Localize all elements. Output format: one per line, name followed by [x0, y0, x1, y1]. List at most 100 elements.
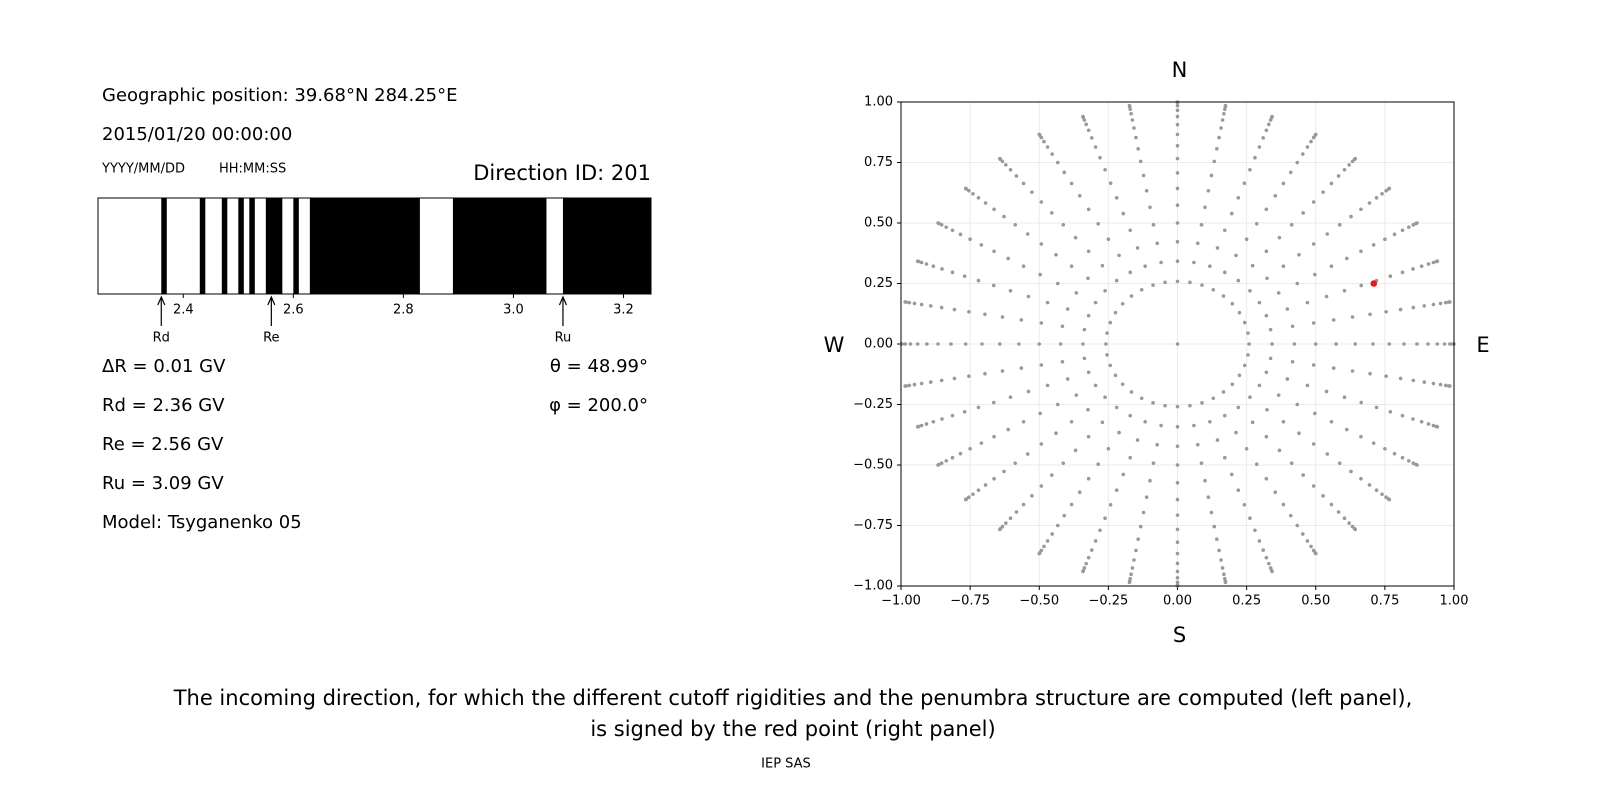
direction-point — [1100, 420, 1105, 425]
direction-point — [1242, 503, 1247, 507]
direction-point — [1139, 287, 1144, 292]
direction-point — [1206, 495, 1211, 499]
direction-point — [1230, 382, 1235, 387]
direction-point — [1435, 424, 1440, 429]
direction-point — [1257, 300, 1262, 305]
direction-point — [1264, 249, 1269, 254]
direction-point — [1273, 194, 1278, 198]
direction-point — [928, 380, 933, 384]
direction-point — [983, 371, 987, 376]
direction-point — [968, 237, 972, 242]
direction-point — [1220, 118, 1225, 122]
direction-point — [1050, 473, 1054, 477]
direction-point — [1438, 382, 1443, 387]
direction-point — [1175, 221, 1180, 225]
caption: is signed by the red point (right panel) — [590, 717, 995, 741]
direction-point — [979, 243, 984, 247]
direction-point — [1415, 463, 1419, 467]
direction-point — [992, 476, 996, 481]
x-tick-label: −0.25 — [1088, 594, 1128, 609]
direction-point — [936, 342, 940, 346]
marker-label: Rd — [153, 331, 170, 346]
direction-point — [915, 342, 920, 346]
direction-point — [1037, 551, 1042, 556]
y-tick-label: −0.25 — [853, 397, 893, 412]
direction-point — [1019, 366, 1024, 370]
direction-point — [1106, 446, 1111, 451]
direction-point — [1264, 313, 1269, 318]
direction-point — [1159, 423, 1163, 428]
direction-point — [1069, 419, 1074, 424]
direction-point — [1297, 252, 1301, 257]
direction-point — [1212, 524, 1217, 529]
direction-point — [1223, 580, 1228, 585]
direction-point — [1359, 283, 1364, 288]
direction-point — [1206, 189, 1211, 193]
direction-point — [1305, 145, 1310, 149]
direction-point — [1371, 243, 1376, 247]
direction-point — [952, 376, 957, 381]
direction-point — [1093, 383, 1098, 388]
direction-point — [1030, 190, 1034, 194]
direction-point — [1329, 419, 1334, 424]
direction-point — [1392, 232, 1397, 237]
direction-point — [1321, 190, 1325, 194]
direction-point — [1380, 492, 1384, 497]
direction-point — [1120, 382, 1125, 387]
direction-point — [1117, 253, 1121, 258]
direction-point — [1384, 374, 1388, 378]
direction-point — [1422, 304, 1427, 308]
direction-point — [1103, 288, 1107, 293]
direction-point — [940, 417, 944, 421]
direction-point — [1220, 566, 1225, 570]
direction-point — [1350, 315, 1355, 319]
direction-point — [992, 249, 996, 254]
direction-point — [1084, 122, 1088, 127]
x-tick-label: 3.2 — [613, 303, 634, 318]
direction-point — [1383, 237, 1387, 242]
direction-point — [1219, 126, 1223, 130]
direction-point — [936, 463, 940, 467]
band — [265, 198, 283, 294]
direction-point — [1141, 173, 1146, 178]
direction-point — [950, 455, 955, 460]
direction-point — [949, 342, 953, 346]
direction-point — [1039, 363, 1044, 367]
direction-point — [1042, 139, 1046, 144]
direction-point — [1374, 488, 1379, 492]
direction-point — [1086, 555, 1091, 560]
direction-point — [1175, 259, 1180, 264]
direction-point — [1026, 389, 1031, 394]
direction-point — [1246, 331, 1250, 335]
direction-point — [1431, 302, 1436, 307]
direction-point — [1347, 163, 1351, 167]
direction-point — [1065, 377, 1070, 381]
direction-point — [1367, 483, 1372, 487]
direction-point — [1290, 324, 1295, 329]
direction-point — [1288, 513, 1293, 518]
direction-point — [1384, 310, 1388, 314]
direction-point — [903, 300, 908, 304]
direction-point — [1188, 403, 1192, 408]
direction-point — [1281, 181, 1286, 186]
direction-point — [1329, 181, 1334, 186]
direction-point — [1353, 156, 1358, 161]
direction-point — [1021, 181, 1026, 186]
direction-point — [919, 302, 924, 307]
direction-point — [1050, 152, 1055, 156]
direction-point — [1108, 363, 1113, 368]
direction-point — [1311, 484, 1316, 488]
direction-point — [1138, 524, 1143, 529]
direction-point — [1422, 380, 1427, 384]
x-tick-label: 0.50 — [1301, 594, 1330, 609]
y-tick-label: −0.75 — [853, 518, 893, 533]
direction-point — [1289, 223, 1294, 227]
direction-point — [1025, 232, 1030, 236]
direction-point — [1055, 281, 1060, 286]
direction-point — [1313, 132, 1318, 137]
direction-point — [1236, 196, 1241, 200]
direction-point — [1264, 370, 1269, 375]
direction-point — [1342, 167, 1347, 172]
direction-point — [992, 207, 996, 212]
direction-point — [1215, 246, 1220, 250]
